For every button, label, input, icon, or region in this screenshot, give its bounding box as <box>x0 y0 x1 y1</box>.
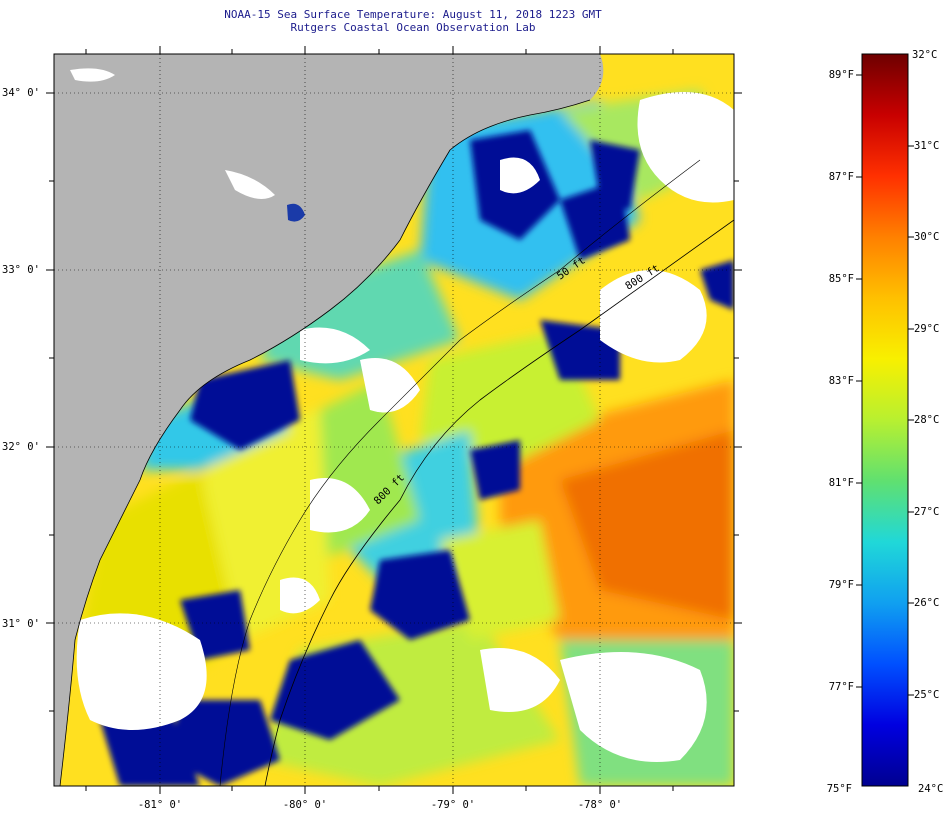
lon-label-79: -79° 0' <box>431 799 475 811</box>
cb-c-26: 26°C <box>914 597 939 609</box>
graticule <box>54 54 734 786</box>
cloud-mask <box>76 92 734 762</box>
lat-label-34: 34° 0' <box>2 87 40 99</box>
lon-label-81: -81° 0' <box>138 799 182 811</box>
chart-subtitle: Rutgers Coastal Ocean Observation Lab <box>290 21 536 34</box>
cb-c-29: 29°C <box>914 323 939 335</box>
cb-f-83: 83°F <box>829 375 854 387</box>
cb-f-79: 79°F <box>829 579 854 591</box>
cb-f-77: 77°F <box>829 681 854 693</box>
lon-label-80: -80° 0' <box>283 799 327 811</box>
chart-title: NOAA-15 Sea Surface Temperature: August … <box>224 8 602 21</box>
cb-c-28: 28°C <box>914 414 939 426</box>
isobath-50ft <box>219 159 701 786</box>
inland-water <box>70 68 275 199</box>
map-plot-area <box>54 54 734 786</box>
cb-f-85: 85°F <box>829 273 854 285</box>
isobath-800ft <box>264 219 734 786</box>
cb-c-27: 27°C <box>914 506 939 518</box>
cb-f-87: 87°F <box>829 171 854 183</box>
coastline <box>59 99 591 786</box>
cb-c-32: 32°C <box>912 49 937 61</box>
cb-f-81: 81°F <box>829 477 854 489</box>
tick-marks <box>46 46 742 794</box>
lat-label-32: 32° 0' <box>2 441 40 453</box>
inland-lake <box>287 203 305 222</box>
colorbar <box>862 54 908 786</box>
lat-label-31: 31° 0' <box>2 618 40 630</box>
cb-c-24: 24°C <box>918 783 943 795</box>
colorbar-ticks <box>856 74 914 696</box>
cb-c-30: 30°C <box>914 231 939 243</box>
land-mass <box>54 54 604 786</box>
lat-label-33: 33° 0' <box>2 264 40 276</box>
cb-f-89: 89°F <box>829 69 854 81</box>
plot-frame <box>53 53 735 787</box>
lon-label-78: -78° 0' <box>578 799 622 811</box>
cb-f-75: 75°F <box>827 783 852 795</box>
cb-c-25: 25°C <box>914 689 939 701</box>
cb-c-31: 31°C <box>914 140 939 152</box>
